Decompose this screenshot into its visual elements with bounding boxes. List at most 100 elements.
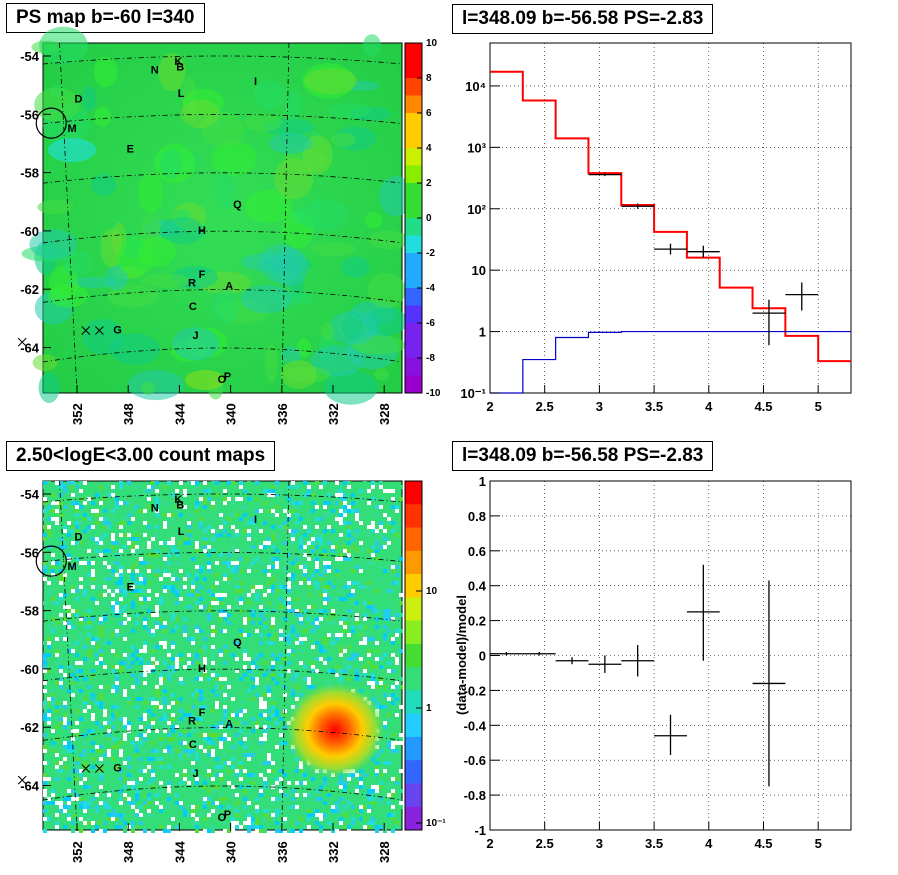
count-pixel xyxy=(255,525,259,529)
count-pixel xyxy=(119,581,123,585)
count-pixel xyxy=(199,637,203,641)
x-tick-label: 336 xyxy=(275,403,290,425)
count-pixel xyxy=(315,585,319,589)
count-pixel xyxy=(315,609,319,613)
count-pixel xyxy=(215,725,219,729)
count-pixel xyxy=(251,781,255,785)
count-pixel xyxy=(75,777,79,781)
count-pixel xyxy=(179,741,183,745)
count-pixel xyxy=(315,525,319,529)
count-pixel xyxy=(343,513,347,517)
count-pixel xyxy=(355,529,359,533)
latitude-grid-line xyxy=(42,785,403,801)
x-tick-label: 4.5 xyxy=(754,399,772,414)
count-pixel xyxy=(339,645,343,649)
count-pixel xyxy=(247,533,251,537)
count-pixel xyxy=(343,597,347,601)
ts-blob xyxy=(93,106,111,128)
count-pixel xyxy=(347,485,351,489)
count-pixel xyxy=(99,517,103,521)
count-pixel xyxy=(271,577,275,581)
count-pixel xyxy=(91,577,95,581)
count-pixel xyxy=(99,725,103,729)
count-pixel xyxy=(259,709,263,713)
count-pixel xyxy=(51,801,55,805)
count-pixel xyxy=(59,481,63,485)
count-pixel xyxy=(183,721,187,725)
count-pixel xyxy=(223,565,227,569)
count-pixel xyxy=(235,769,239,773)
count-pixel xyxy=(111,533,115,537)
count-pixel xyxy=(167,777,171,781)
count-pixel xyxy=(223,761,227,765)
count-pixel xyxy=(391,637,395,641)
count-pixel xyxy=(235,549,239,553)
count-pixel xyxy=(71,565,75,569)
count-pixel xyxy=(391,821,395,825)
count-pixel xyxy=(263,501,267,505)
count-pixel xyxy=(211,725,215,729)
count-pixel xyxy=(63,505,67,509)
count-pixel xyxy=(211,801,215,805)
count-pixel xyxy=(279,597,283,601)
count-pixel xyxy=(203,637,207,641)
count-pixel xyxy=(79,773,83,777)
count-pixel xyxy=(139,661,143,665)
count-pixel xyxy=(359,597,363,601)
count-pixel xyxy=(171,613,175,617)
count-pixel xyxy=(203,577,207,581)
count-pixel xyxy=(283,793,287,797)
count-pixel xyxy=(259,773,263,777)
count-pixel xyxy=(79,697,83,701)
count-pixel xyxy=(195,541,199,545)
count-pixel xyxy=(195,589,199,593)
count-pixel xyxy=(43,829,47,833)
count-pixel xyxy=(247,829,251,833)
count-pixel xyxy=(67,745,71,749)
count-pixel xyxy=(247,669,251,673)
count-pixel xyxy=(187,665,191,669)
count-pixel xyxy=(299,637,303,641)
count-pixel xyxy=(335,649,339,653)
count-pixel xyxy=(55,517,59,521)
count-pixel xyxy=(323,641,327,645)
count-pixel xyxy=(199,813,203,817)
count-pixel xyxy=(307,513,311,517)
count-pixel xyxy=(179,513,183,517)
colorbar-cell xyxy=(405,165,422,184)
count-pixel xyxy=(231,821,235,825)
count-pixel xyxy=(303,545,307,549)
count-pixel xyxy=(127,665,131,669)
count-pixel xyxy=(51,509,55,513)
count-pixel xyxy=(91,693,95,697)
count-pixel xyxy=(259,741,263,745)
count-pixel xyxy=(59,537,63,541)
count-pixel xyxy=(267,757,271,761)
count-pixel xyxy=(315,537,319,541)
count-pixel xyxy=(283,565,287,569)
count-pixel xyxy=(83,657,87,661)
count-pixel xyxy=(167,665,171,669)
count-pixel xyxy=(103,753,107,757)
count-pixel xyxy=(55,769,59,773)
count-pixel xyxy=(267,573,271,577)
count-pixel xyxy=(251,557,255,561)
count-pixel xyxy=(263,521,267,525)
count-pixel xyxy=(267,677,271,681)
count-pixel xyxy=(175,693,179,697)
count-pixel xyxy=(155,769,159,773)
count-pixel xyxy=(303,525,307,529)
count-pixel xyxy=(391,789,395,793)
count-pixel xyxy=(43,517,47,521)
count-pixel xyxy=(51,749,55,753)
count-pixel xyxy=(179,581,183,585)
count-pixel xyxy=(139,713,143,717)
count-pixel xyxy=(307,581,311,585)
count-pixel xyxy=(291,509,295,513)
count-pixel xyxy=(139,673,143,677)
count-pixel xyxy=(91,641,95,645)
count-pixel xyxy=(159,757,163,761)
count-pixel xyxy=(215,561,219,565)
count-pixel xyxy=(115,553,119,557)
count-pixel xyxy=(223,629,227,633)
